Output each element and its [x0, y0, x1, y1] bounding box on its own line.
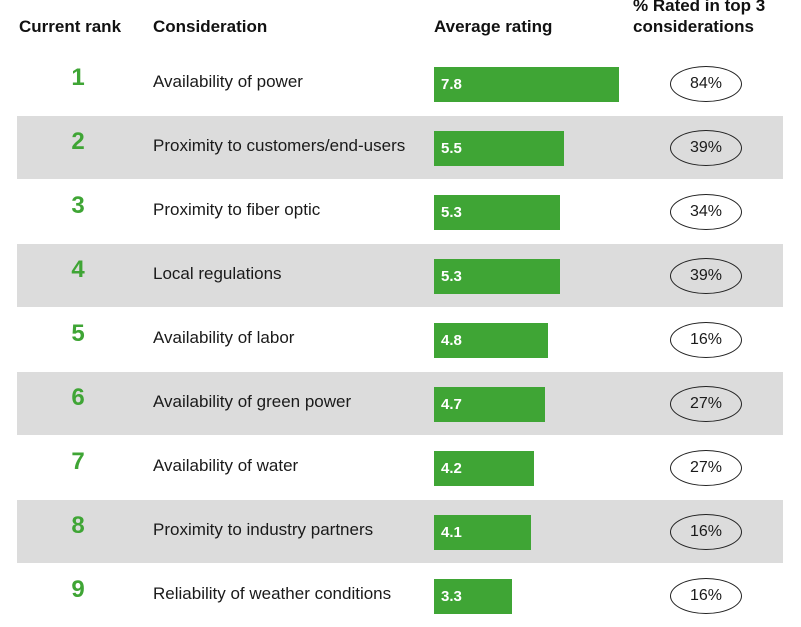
rank-number: 3 — [71, 192, 85, 219]
table-row: 5 Availability of labor 4.8 16% — [17, 308, 783, 371]
header-average-rating: Average rating — [434, 17, 553, 36]
table-row: 3 Proximity to fiber optic 5.3 34% — [17, 180, 783, 243]
rating-bar: 3.3 — [434, 579, 512, 614]
consideration-label: Proximity to industry partners — [153, 520, 374, 539]
rank-number: 8 — [71, 512, 85, 539]
rating-value-label: 3.3 — [441, 588, 462, 605]
rating-value-label: 4.8 — [441, 332, 462, 349]
rank-number: 9 — [71, 576, 85, 603]
rating-bar: 5.3 — [434, 259, 560, 294]
rating-bar: 4.8 — [434, 323, 548, 358]
consideration-label: Availability of green power — [153, 392, 352, 411]
table-row: 1 Availability of power 7.8 84% — [17, 52, 783, 115]
consideration-label: Availability of water — [153, 456, 299, 475]
rating-bar: 4.2 — [434, 451, 534, 486]
top3-percent-badge: 39% — [670, 130, 742, 166]
rating-value-label: 5.3 — [441, 268, 462, 285]
consideration-label: Availability of labor — [153, 328, 295, 347]
rank-number: 7 — [71, 448, 85, 475]
rating-value-label: 5.5 — [441, 140, 462, 157]
top3-percent-badge: 16% — [670, 578, 742, 614]
table-row: 6 Availability of green power 4.7 27% — [17, 372, 783, 435]
consideration-label: Proximity to customers/end-users — [153, 136, 406, 155]
header-pct-line2: considerations — [633, 17, 754, 36]
top3-percent-badge: 16% — [670, 514, 742, 550]
top3-percent-badge: 16% — [670, 322, 742, 358]
rating-value-label: 7.8 — [441, 76, 462, 93]
rating-bar: 4.7 — [434, 387, 545, 422]
header-consideration: Consideration — [153, 17, 268, 36]
rating-bar: 5.3 — [434, 195, 560, 230]
rank-number: 5 — [71, 320, 85, 347]
rank-number: 2 — [71, 128, 85, 155]
rank-number: 4 — [71, 256, 85, 283]
rating-bar: 7.8 — [434, 67, 619, 102]
table-row: 2 Proximity to customers/end-users 5.5 39% — [17, 116, 783, 179]
table-row: 8 Proximity to industry partners 4.1 16% — [17, 500, 783, 563]
rank-number: 1 — [71, 64, 85, 91]
consideration-label: Reliability of weather conditions — [153, 584, 392, 603]
table-row: 7 Availability of water 4.2 27% — [17, 436, 783, 499]
rating-value-label: 5.3 — [441, 204, 462, 221]
top3-percent-badge: 27% — [670, 386, 742, 422]
top3-percent-badge: 84% — [670, 66, 742, 102]
header-pct-line1: % Rated in top 3 — [633, 0, 766, 15]
header-pct-top3: % Rated in top 3 considerations — [633, 0, 765, 37]
rating-value-label: 4.7 — [441, 396, 462, 413]
rating-bar: 5.5 — [434, 131, 564, 166]
consideration-label: Availability of power — [153, 72, 303, 91]
rating-value-label: 4.2 — [441, 460, 462, 477]
top3-percent-badge: 39% — [670, 258, 742, 294]
table-row: 4 Local regulations 5.3 39% — [17, 244, 783, 307]
consideration-label: Proximity to fiber optic — [153, 200, 321, 219]
header-current-rank: Current rank — [19, 17, 122, 36]
top3-percent-badge: 27% — [670, 450, 742, 486]
consideration-label: Local regulations — [153, 264, 282, 283]
table-row: 9 Reliability of weather conditions 3.3 16% — [17, 564, 783, 627]
rank-number: 6 — [71, 384, 85, 411]
rating-value-label: 4.1 — [441, 524, 462, 541]
rating-bar: 4.1 — [434, 515, 531, 550]
top3-percent-badge: 34% — [670, 194, 742, 230]
